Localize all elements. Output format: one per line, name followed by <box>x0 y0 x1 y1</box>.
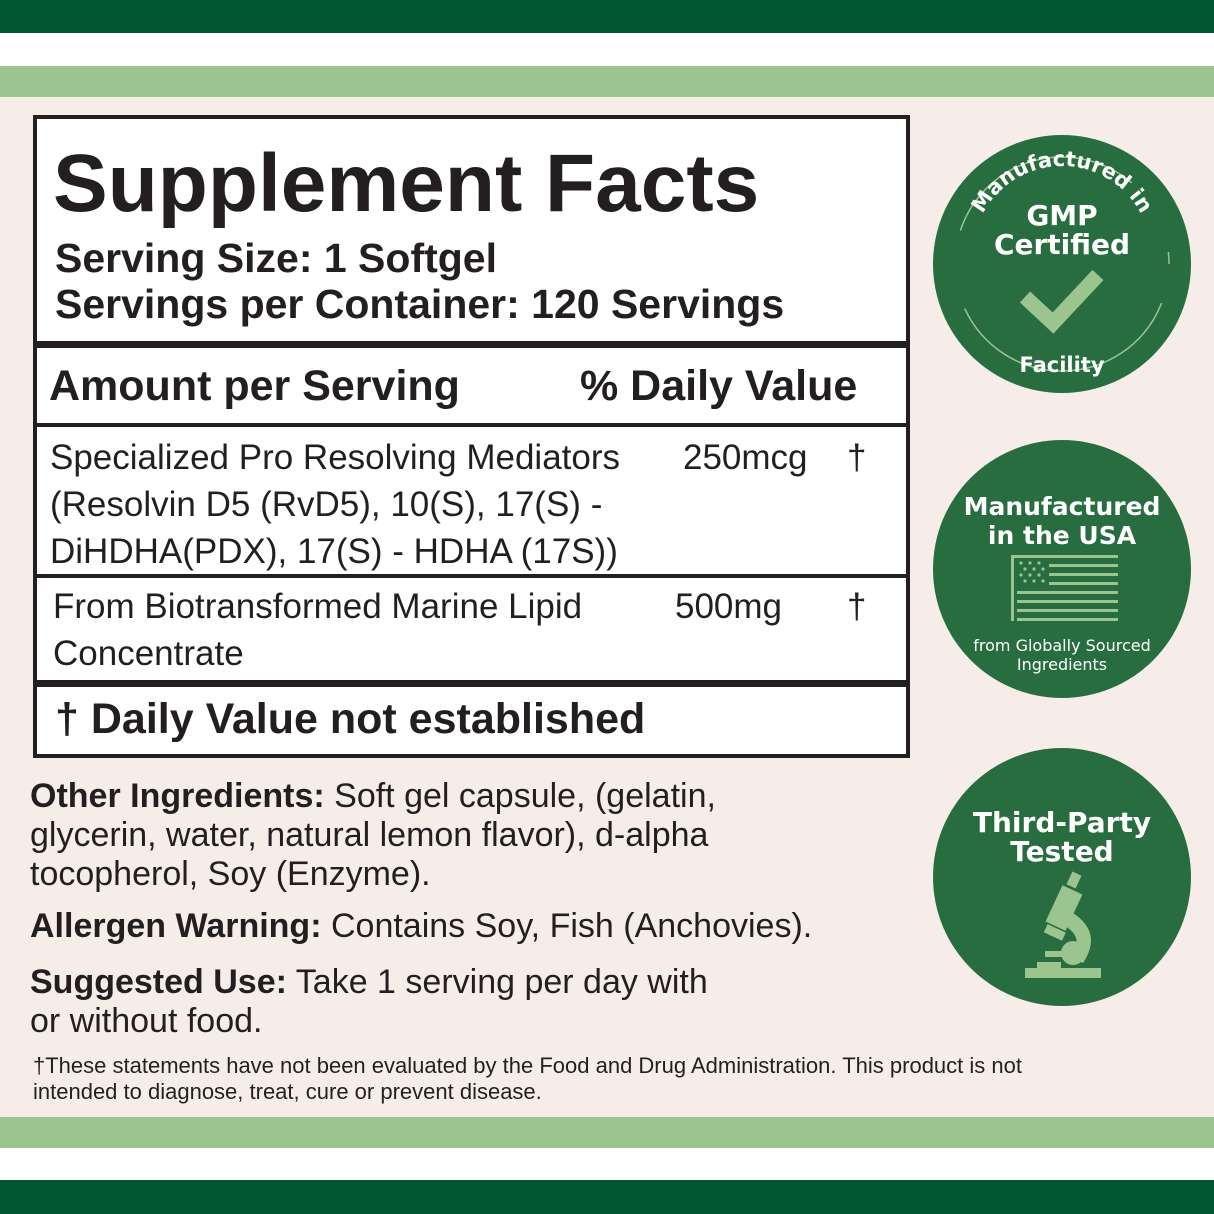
header-amount: Amount per Serving <box>49 362 460 410</box>
text: Contains Soy, Fish (Anchovies). <box>321 907 813 945</box>
bottom-dark-band <box>0 1180 1214 1214</box>
daily-value: † <box>847 438 867 477</box>
header-daily-value: % Daily Value <box>580 362 858 410</box>
serving-size: Serving Size: 1 Softgel <box>55 235 497 281</box>
other-ingredients: Other Ingredients: Soft gel capsule, (ge… <box>30 777 716 894</box>
badge-ring: Manufactured in Facility <box>954 147 1170 377</box>
suggested-use: Suggested Use: Take 1 serving per day wi… <box>30 963 708 1041</box>
text: or without food. <box>30 1002 263 1040</box>
badge-title: Third-Party Tested <box>972 806 1152 868</box>
text: †These statements have not been evaluate… <box>33 1053 1022 1078</box>
badge-title: Manufactured in the USA <box>963 492 1161 550</box>
label: Suggested Use: <box>30 963 287 1001</box>
bottom-light-band <box>0 1117 1214 1148</box>
supplement-facts-panel: Supplement Facts Serving Size: 1 Softgel… <box>33 115 910 758</box>
amount: 500mg <box>675 587 783 626</box>
text: glycerin, water, natural lemon flavor), … <box>30 816 709 854</box>
daily-value-footnote: † Daily Value not established <box>55 695 646 743</box>
arc-bottom-text: Facility <box>1019 353 1104 377</box>
servings-per-container: Servings per Container: 120 Servings <box>55 281 785 327</box>
divider <box>37 341 906 348</box>
fda-disclaimer: †These statements have not been evaluate… <box>33 1053 1022 1105</box>
allergen-warning: Allergen Warning: Contains Soy, Fish (An… <box>30 907 812 946</box>
third-party-badge: Third-Party Tested <box>933 748 1191 1006</box>
top-light-band <box>0 66 1214 97</box>
top-white-band <box>0 33 1214 66</box>
bottom-white-band <box>0 1148 1214 1180</box>
label: Allergen Warning: <box>30 907 322 945</box>
usa-badge: Manufactured in the USA from Globally Sou… <box>933 440 1191 698</box>
text: tocopherol, Soy (Enzyme). <box>30 855 431 893</box>
ingredient-name: From Biotransformed Marine Lipid Concent… <box>53 583 582 677</box>
daily-value: † <box>847 587 867 626</box>
facts-title: Supplement Facts <box>53 138 760 229</box>
divider <box>37 680 906 687</box>
name-line: Concentrate <box>53 634 244 673</box>
checkmark-icon <box>1019 269 1104 334</box>
divider <box>37 574 906 578</box>
us-flag-icon <box>1011 555 1118 621</box>
name-line: Specialized Pro Resolving Mediators <box>50 438 620 477</box>
badge-title: GMP Certified <box>993 199 1131 261</box>
text: intended to diagnose, treat, cure or pre… <box>33 1079 542 1104</box>
microscope-icon <box>1025 871 1101 978</box>
text: Soft gel capsule, (gelatin, <box>324 777 716 815</box>
label: Other Ingredients: <box>30 777 325 815</box>
divider <box>37 423 906 427</box>
badge-subtitle: from Globally Sourced Ingredients <box>973 636 1151 674</box>
gmp-badge: Manufactured in Facility GMP Certified <box>933 135 1191 393</box>
amount: 250mcg <box>683 438 808 477</box>
name-line: DiHDHA(PDX), 17(S) - HDHA (17S)) <box>50 532 618 571</box>
name-line: From Biotransformed Marine Lipid <box>53 587 583 626</box>
name-line: (Resolvin D5 (RvD5), 10(S), 17(S) - <box>50 485 603 524</box>
text: Take 1 serving per day with <box>286 963 708 1001</box>
top-dark-band <box>0 0 1214 33</box>
ingredient-name: Specialized Pro Resolving Mediators (Res… <box>50 434 620 575</box>
